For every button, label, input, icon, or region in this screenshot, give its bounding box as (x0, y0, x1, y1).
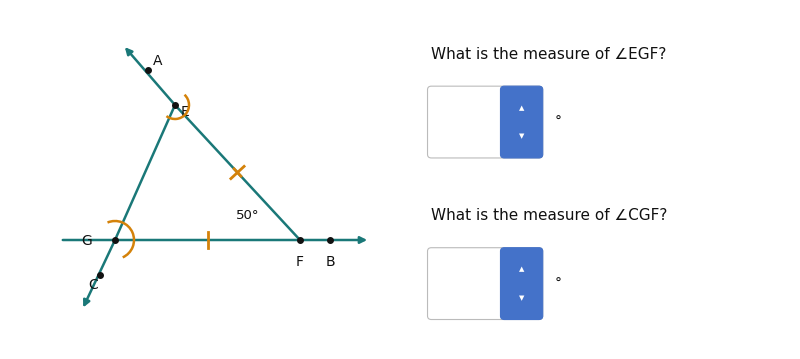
Text: G: G (82, 234, 92, 248)
Text: °: ° (554, 115, 562, 129)
Text: °: ° (554, 277, 562, 290)
FancyBboxPatch shape (501, 86, 542, 158)
Text: F: F (296, 255, 304, 269)
Text: C: C (88, 278, 98, 292)
Text: 50°: 50° (236, 209, 260, 222)
Text: What is the measure of ∠CGF?: What is the measure of ∠CGF? (431, 208, 668, 223)
Text: ▼: ▼ (519, 295, 524, 301)
Text: E: E (181, 105, 190, 119)
Text: ▲: ▲ (519, 266, 524, 272)
Text: ▼: ▼ (519, 134, 524, 139)
Text: What is the measure of ∠EGF?: What is the measure of ∠EGF? (431, 47, 666, 62)
Text: ▲: ▲ (519, 105, 524, 111)
Text: A: A (153, 54, 162, 68)
FancyBboxPatch shape (427, 248, 542, 320)
Text: B: B (325, 255, 335, 269)
FancyBboxPatch shape (501, 248, 542, 320)
FancyBboxPatch shape (427, 86, 542, 158)
